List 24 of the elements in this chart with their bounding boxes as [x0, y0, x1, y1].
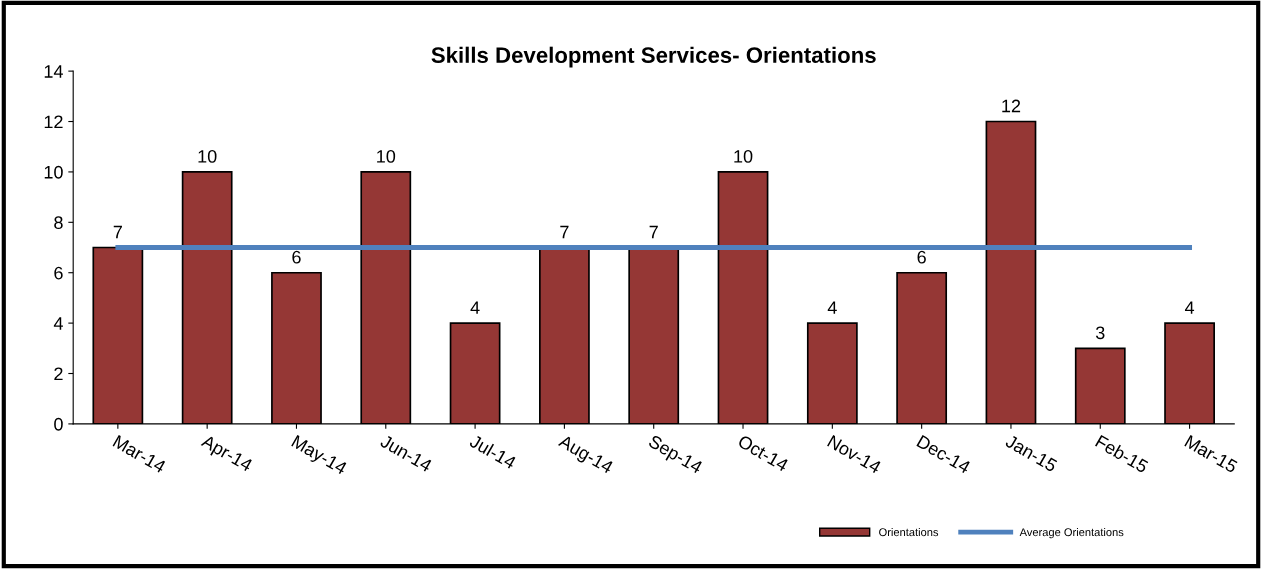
data-label: 10	[377, 150, 396, 163]
data-label: 4	[827, 301, 837, 314]
data-label: 6	[292, 250, 301, 264]
y-tick-label: 8	[54, 216, 63, 230]
y-tick-label: 6	[54, 266, 63, 280]
data-label: 3	[1095, 326, 1105, 340]
data-label: 4	[1184, 301, 1195, 314]
data-label: 7	[649, 225, 658, 239]
data-label: 7	[560, 225, 569, 239]
data-label: 10	[198, 150, 217, 163]
legend-label: Orientations	[879, 527, 939, 537]
data-label: 4	[470, 301, 480, 314]
legend-label: Average Orientations	[1019, 527, 1124, 539]
data-label: 6	[917, 250, 926, 264]
y-tick-label: 2	[54, 367, 63, 381]
y-tick-label: 0	[54, 417, 63, 431]
y-tick-label: 14	[44, 65, 63, 78]
y-tick-label: 4	[53, 317, 63, 330]
chart-title: Skills Development Services- Orientations	[431, 46, 876, 68]
data-label: 10	[734, 150, 753, 163]
data-label: 12	[1002, 99, 1021, 113]
y-tick-label: 12	[44, 115, 63, 129]
y-tick-label: 10	[44, 165, 63, 179]
data-label: 7	[113, 225, 122, 239]
